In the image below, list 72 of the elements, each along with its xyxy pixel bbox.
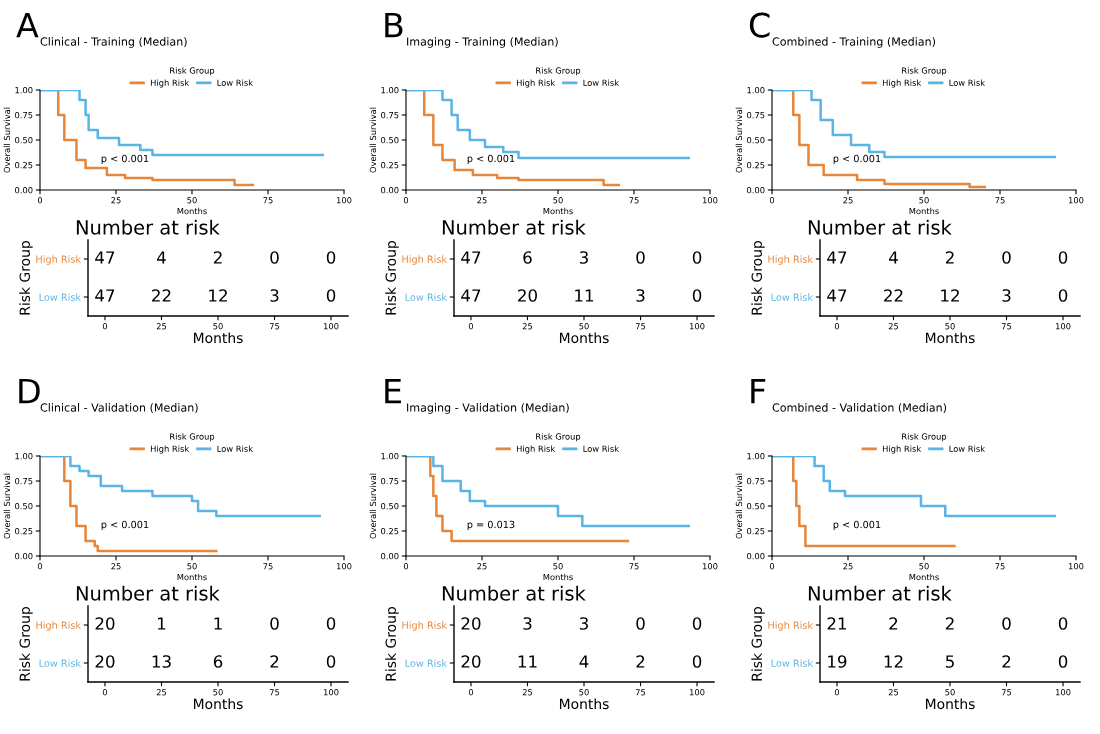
data-label: 0 <box>692 655 702 668</box>
data-label: 2 <box>213 251 222 264</box>
data-label: 47 <box>461 289 481 302</box>
data-label: 6 <box>523 251 532 264</box>
data-label: 0 <box>692 289 702 302</box>
chart-title: Number at risk <box>76 219 220 235</box>
chart-title: Number at risk <box>442 219 586 235</box>
data-label: 2 <box>270 655 279 668</box>
text: D <box>19 378 40 404</box>
data-label: 20 <box>461 655 481 668</box>
data-label: 12 <box>941 289 959 302</box>
data-label: 3 <box>579 251 588 264</box>
data-label: 11 <box>575 289 594 302</box>
data-label: 0 <box>636 617 645 630</box>
data-label: 22 <box>152 289 171 302</box>
data-label: 47 <box>95 289 115 302</box>
data-label: 0 <box>1058 617 1068 630</box>
data-label: 20 <box>95 617 115 630</box>
data-label: 2 <box>1002 655 1011 668</box>
data-label: 5 <box>945 655 954 668</box>
data-label: 22 <box>884 289 903 302</box>
text: F <box>751 378 766 404</box>
data-label: 6 <box>213 655 223 668</box>
data-label: 4 <box>579 655 589 668</box>
data-label: 3 <box>579 617 588 630</box>
data-label: 19 <box>828 655 847 668</box>
data-label: 2 <box>945 251 954 264</box>
data-label: 12 <box>209 289 227 302</box>
data-label: 0 <box>270 251 279 264</box>
data-label: 20 <box>461 617 481 630</box>
text: E <box>385 378 401 404</box>
data-label: 0 <box>1058 289 1068 302</box>
data-label: 47 <box>827 251 847 264</box>
chart-title: Number at risk <box>808 585 952 601</box>
chart-title: Number at risk <box>76 585 220 601</box>
data-label: 0 <box>326 251 336 264</box>
data-label: 0 <box>1002 251 1011 264</box>
data-label: 2 <box>889 617 898 630</box>
chart-title: Number at risk <box>442 585 586 601</box>
data-label: 3 <box>636 289 645 302</box>
data-label: 3 <box>270 289 279 302</box>
data-label: 0 <box>636 251 645 264</box>
data-label: 1 <box>214 617 222 630</box>
data-label: 13 <box>152 655 171 668</box>
text: B <box>385 12 403 38</box>
data-label: 0 <box>1058 251 1068 264</box>
data-label: 1 <box>158 617 166 630</box>
text: C <box>749 12 770 38</box>
data-label: 0 <box>326 655 336 668</box>
data-label: 0 <box>270 617 279 630</box>
data-label: 3 <box>1002 289 1011 302</box>
data-label: 20 <box>518 289 537 302</box>
data-label: 47 <box>461 251 481 264</box>
data-label: 20 <box>95 655 115 668</box>
data-label: 2 <box>945 617 954 630</box>
data-label: 3 <box>523 617 532 630</box>
data-label: 2 <box>636 655 645 668</box>
data-label: 11 <box>518 655 537 668</box>
chart-title: Number at risk <box>808 219 952 235</box>
data-label: 0 <box>1058 655 1068 668</box>
data-label: 4 <box>156 251 166 264</box>
data-label: 0 <box>692 617 702 630</box>
data-label: 12 <box>884 655 903 668</box>
data-label: 0 <box>692 251 702 264</box>
data-label: 0 <box>326 289 336 302</box>
data-label: 47 <box>827 289 847 302</box>
data-label: 47 <box>95 251 115 264</box>
data-label: 0 <box>1002 617 1011 630</box>
text: A <box>16 12 39 38</box>
data-label: 0 <box>326 617 336 630</box>
data-label: 4 <box>888 251 898 264</box>
data-label: 21 <box>827 617 847 630</box>
